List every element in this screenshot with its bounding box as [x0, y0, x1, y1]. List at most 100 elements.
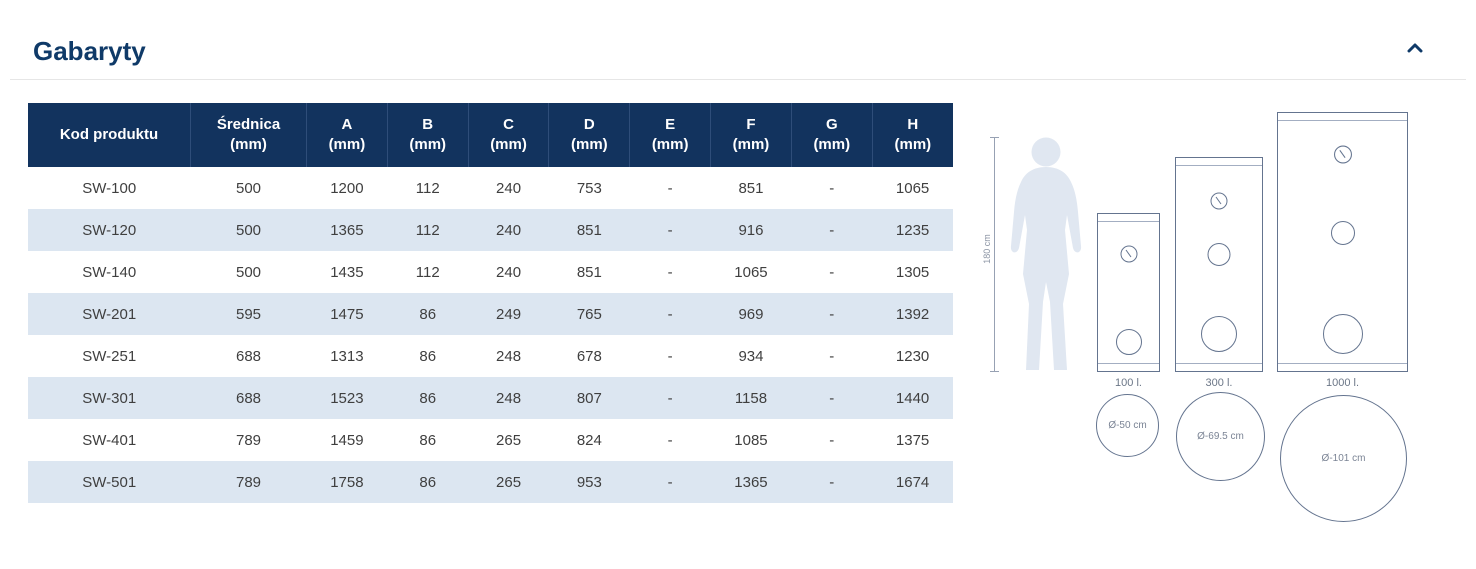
- table-row: SW-251 688 1313 86 248 678 - 934 - 1230: [28, 335, 953, 377]
- dimension-cell: 500: [235, 221, 262, 239]
- tank-100l: [1097, 213, 1160, 372]
- tank-300l: [1175, 157, 1263, 372]
- dimension-cell: 1158: [734, 389, 768, 407]
- dimension-cell: 112: [415, 221, 440, 239]
- ruler-top-cap: [990, 137, 999, 138]
- diameter-label: Ø-101 cm: [1321, 453, 1366, 464]
- dimension-cell: -: [829, 347, 835, 365]
- table-row: SW-401 789 1459 86 265 824 - 1085 - 1375: [28, 419, 953, 461]
- column-header: H (mm): [872, 103, 953, 167]
- dimension-cell: 1365: [330, 221, 364, 239]
- dimensions-table: Kod produktu Średnica (mm) A (mm) B (mm) C (mm) D…: [28, 103, 953, 503]
- dimension-cell: 688: [235, 347, 262, 365]
- dimension-cell: 248: [496, 389, 522, 407]
- dimension-cell: 678: [576, 347, 602, 365]
- title-divider: [10, 79, 1466, 80]
- table-row: SW-100 500 1200 112 240 753 - 851 - 1065: [28, 167, 953, 209]
- product-code-cell: SW-301: [82, 389, 137, 407]
- table-row: SW-140 500 1435 112 240 851 - 1065 - 1305: [28, 251, 953, 293]
- dimension-cell: -: [829, 221, 835, 239]
- dimension-cell: 1313: [330, 347, 364, 365]
- dimension-cell: 595: [235, 305, 262, 323]
- diameter-circle-300l: Ø-69.5 cm: [1176, 392, 1265, 481]
- column-header-unit: (mm): [409, 136, 447, 153]
- diameter-label: Ø-69.5 cm: [1197, 431, 1244, 442]
- dimension-cell: 824: [576, 431, 602, 449]
- dimension-cell: 1065: [895, 179, 930, 197]
- column-header-unit: (mm): [571, 136, 608, 153]
- dimension-cell: 851: [576, 221, 602, 239]
- dimension-cell: 1375: [895, 431, 930, 449]
- dimension-cell: 1475: [330, 305, 364, 323]
- dimension-cell: 969: [738, 305, 764, 323]
- table-row: SW-201 595 1475 86 249 765 - 969 - 1392: [28, 293, 953, 335]
- dimension-cell: 240: [496, 179, 522, 197]
- column-header-unit: (mm): [230, 136, 267, 153]
- dimension-cell: 112: [415, 263, 440, 281]
- dimension-cell: 851: [576, 263, 602, 281]
- dimension-cell: 1758: [330, 473, 364, 491]
- gauge-icon: [1333, 145, 1352, 164]
- dimension-cell: 1065: [734, 263, 768, 281]
- product-code-cell: SW-251: [82, 347, 137, 365]
- diameter-circle-1000l: Ø-101 cm: [1280, 395, 1407, 522]
- product-code-cell: SW-501: [82, 473, 137, 491]
- column-header-label: C: [503, 116, 514, 133]
- ruler-bottom-cap: [990, 371, 999, 372]
- diameter-label: Ø-50 cm: [1108, 420, 1147, 431]
- tank-bottom-seam: [1176, 363, 1262, 364]
- table-head: Kod produktu Średnica (mm) A (mm) B (mm) C (mm) D…: [28, 103, 953, 167]
- dimension-cell: -: [829, 263, 835, 281]
- column-header-unit: (mm): [813, 136, 851, 153]
- dimension-cell: 86: [419, 389, 437, 407]
- column-header-label: H: [907, 116, 919, 133]
- diameter-circle-100l: Ø-50 cm: [1096, 394, 1159, 457]
- dimension-cell: -: [829, 473, 835, 491]
- column-header: G (mm): [791, 103, 873, 167]
- dimension-cell: 240: [496, 263, 522, 281]
- collapse-section-button[interactable]: [1402, 36, 1428, 62]
- dimension-cell: 789: [235, 431, 262, 449]
- gauge-icon: [1210, 192, 1228, 210]
- tank-port: [1330, 221, 1355, 245]
- dimension-cell: -: [667, 263, 673, 281]
- column-header-label: E: [665, 116, 676, 133]
- column-header-label: B: [422, 116, 434, 133]
- product-code-cell: SW-401: [82, 431, 137, 449]
- product-code-cell: SW-120: [82, 221, 137, 239]
- dimension-cell: -: [667, 347, 673, 365]
- tank-capacity-label: 100 l.: [1115, 377, 1142, 389]
- tank-top-seam: [1176, 165, 1262, 166]
- dimension-cell: 249: [496, 305, 522, 323]
- tank-port: [1115, 329, 1142, 355]
- dimension-cell: 265: [496, 431, 522, 449]
- dimension-cell: -: [667, 221, 673, 239]
- column-header-label: A: [341, 116, 353, 133]
- tank-top-seam: [1278, 120, 1407, 121]
- column-header: A (mm): [306, 103, 388, 167]
- page-title: Gabaryty: [33, 36, 146, 66]
- dimension-cell: 1235: [895, 221, 930, 239]
- column-header: E (mm): [629, 103, 712, 167]
- tank-bottom-seam: [1098, 363, 1159, 364]
- tank-capacity-label: 1000 l.: [1325, 377, 1360, 389]
- table-row: SW-120 500 1365 112 240 851 - 916 - 1235: [28, 209, 953, 251]
- table-header-row: Kod produktu Średnica (mm) A (mm) B (mm) C (mm) D…: [28, 103, 953, 167]
- dimension-cell: 753: [576, 179, 602, 197]
- height-ruler-line: [994, 137, 995, 372]
- column-header-label: F: [746, 116, 756, 133]
- dimension-cell: -: [667, 179, 673, 197]
- ruler-label: 180 cm: [982, 234, 992, 264]
- column-header-unit: (mm): [328, 136, 366, 153]
- dimension-cell: 1230: [895, 347, 930, 365]
- dimension-cell: -: [829, 179, 835, 197]
- tank-top-seam: [1098, 221, 1159, 222]
- dimension-cell: 1200: [330, 179, 364, 197]
- dimension-cell: -: [829, 305, 835, 323]
- column-header-label: D: [583, 116, 595, 133]
- dimension-cell: 851: [738, 179, 764, 197]
- column-header-unit: (mm): [490, 136, 527, 153]
- dimension-cell: -: [667, 431, 673, 449]
- product-code-cell: SW-140: [82, 263, 137, 281]
